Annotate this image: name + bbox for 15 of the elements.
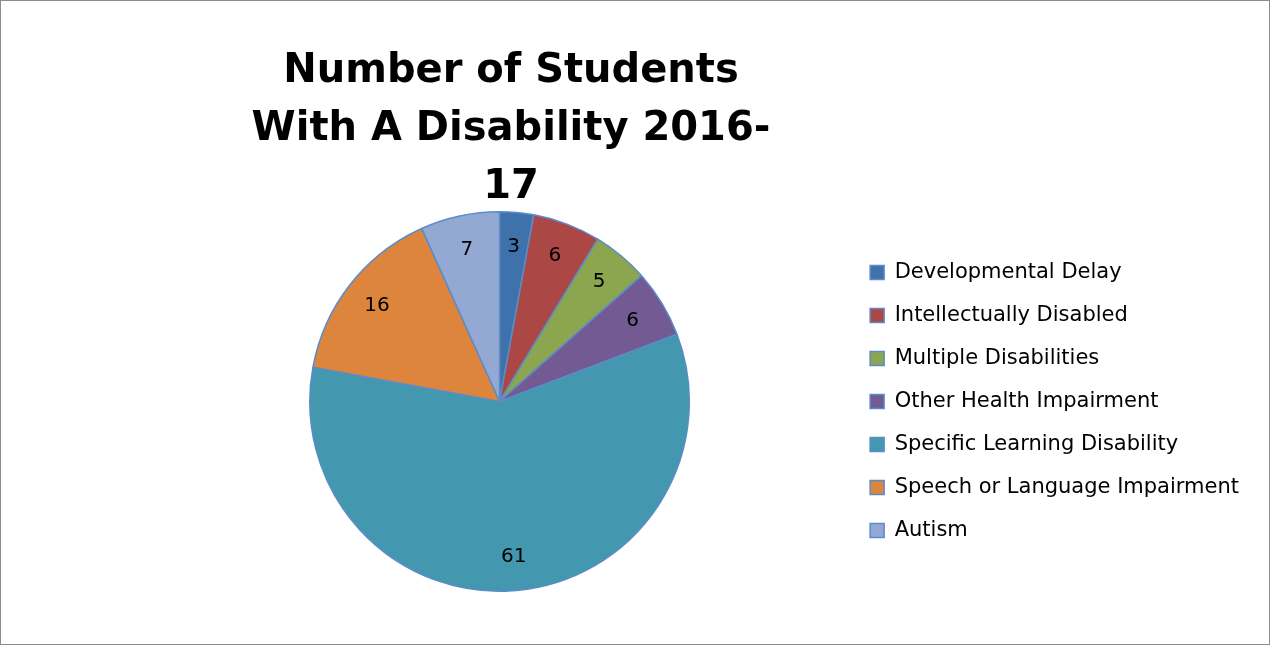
legend-label: Multiple Disabilities (894, 344, 1100, 369)
legend-label: Autism (894, 516, 968, 541)
legend-label: Other Health Impairment (894, 387, 1159, 412)
data-label: 6 (548, 242, 562, 267)
chart-title: Number of Students With A Disability 2016-17 (250, 44, 772, 209)
legend-label: Specific Learning Disability (894, 430, 1179, 455)
data-label: 16 (364, 291, 390, 316)
data-label: 61 (500, 542, 527, 567)
data-label: 5 (592, 268, 606, 293)
data-label: 7 (460, 235, 474, 260)
data-label: 6 (626, 307, 640, 332)
legend-label: Developmental Delay (894, 258, 1122, 283)
legend-label: Intellectually Disabled (894, 301, 1128, 326)
legend-label: Speech or Language Impairment (894, 473, 1240, 498)
data-label: 3 (507, 232, 521, 257)
